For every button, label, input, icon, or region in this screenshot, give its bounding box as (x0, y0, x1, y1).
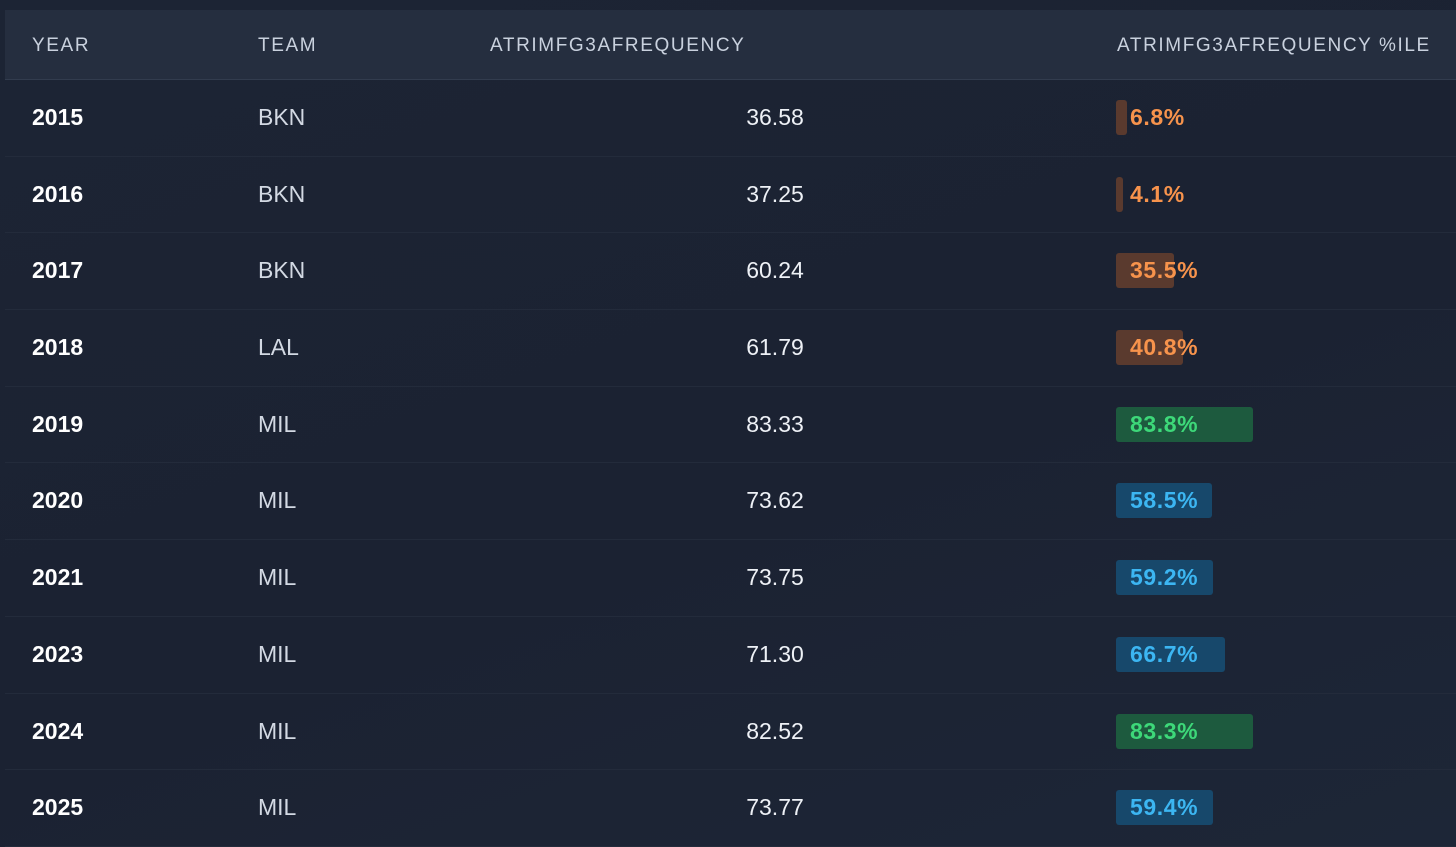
table-row[interactable]: 2025 MIL 73.77 59.4% (5, 770, 1456, 847)
percentile-label: 83.3% (1130, 717, 1199, 744)
table-body: 2015 BKN 36.58 6.8% 2016 BKN 37.25 4.1% 2017 BKN 6… (5, 80, 1456, 847)
year-cell: 2020 (32, 487, 84, 514)
percentile-cell: 4.1% (1116, 157, 1446, 232)
team-cell: MIL (258, 410, 297, 437)
percentile-cell: 83.8% (1116, 387, 1446, 462)
percentile-label: 6.8% (1130, 104, 1185, 130)
team-cell: BKN (258, 180, 306, 207)
percentile-label: 66.7% (1130, 640, 1199, 667)
percentile-bar (1116, 176, 1123, 212)
percentile-bar (1116, 636, 1225, 672)
team-cell: MIL (258, 487, 297, 514)
team-cell: MIL (258, 794, 297, 821)
table-row[interactable]: 2016 BKN 37.25 4.1% (5, 157, 1456, 234)
table-row[interactable]: 2015 BKN 36.58 6.8% (5, 80, 1456, 157)
year-cell: 2024 (32, 717, 84, 744)
percentile-bar (1116, 483, 1212, 519)
percentile-bar (1116, 330, 1183, 366)
year-cell: 2016 (32, 180, 84, 207)
percentile-bar (1116, 406, 1253, 442)
percentile-label: 83.8% (1130, 410, 1199, 437)
year-cell: 2019 (32, 410, 84, 437)
header-year[interactable]: YEAR (32, 35, 91, 56)
metric-value-cell: 71.30 (746, 640, 804, 667)
stats-table: YEAR TEAM ATRIMFG3AFREQUENCY ATRIMFG3AFR… (5, 10, 1456, 847)
header-percentile[interactable]: ATRIMFG3AFREQUENCY %ILE (1117, 35, 1431, 56)
percentile-bar (1116, 100, 1127, 135)
team-cell: LAL (258, 334, 299, 361)
metric-value-cell: 60.24 (746, 257, 804, 284)
table-row[interactable]: 2020 MIL 73.62 58.5% (5, 463, 1456, 541)
metric-value-cell: 61.79 (746, 334, 804, 361)
table-row[interactable]: 2019 MIL 83.33 83.8% (5, 387, 1456, 464)
metric-value-cell: 36.58 (746, 104, 804, 130)
percentile-bar (1116, 253, 1174, 289)
table-row[interactable]: 2023 MIL 71.30 66.7% (5, 617, 1456, 694)
metric-value-cell: 73.75 (746, 564, 804, 591)
year-cell: 2021 (32, 564, 84, 591)
table-header: YEAR TEAM ATRIMFG3AFREQUENCY ATRIMFG3AFR… (5, 10, 1456, 80)
metric-value-cell: 73.77 (746, 794, 804, 821)
percentile-cell: 58.5% (1116, 463, 1446, 538)
table-row[interactable]: 2024 MIL 82.52 83.3% (5, 694, 1456, 771)
percentile-bar (1116, 713, 1253, 749)
team-cell: MIL (258, 717, 297, 744)
table-row[interactable]: 2018 LAL 61.79 40.8% (5, 310, 1456, 387)
header-team[interactable]: TEAM (258, 35, 318, 56)
year-cell: 2018 (32, 334, 84, 361)
percentile-cell: 83.3% (1116, 694, 1446, 769)
metric-value-cell: 83.33 (746, 410, 804, 437)
percentile-bar (1116, 790, 1213, 826)
year-cell: 2023 (32, 640, 84, 667)
percentile-label: 35.5% (1130, 257, 1199, 284)
percentile-cell: 66.7% (1116, 617, 1446, 692)
metric-value-cell: 82.52 (746, 717, 804, 744)
percentile-label: 58.5% (1130, 487, 1199, 514)
metric-value-cell: 37.25 (746, 180, 804, 207)
team-cell: MIL (258, 564, 297, 591)
percentile-label: 40.8% (1130, 334, 1199, 361)
percentile-label: 4.1% (1130, 180, 1185, 207)
team-cell: MIL (258, 640, 297, 667)
metric-value-cell: 73.62 (746, 487, 804, 514)
table-row[interactable]: 2017 BKN 60.24 35.5% (5, 233, 1456, 311)
percentile-label: 59.4% (1130, 794, 1199, 821)
percentile-bar (1116, 560, 1213, 596)
year-cell: 2015 (32, 104, 84, 130)
table-row[interactable]: 2021 MIL 73.75 59.2% (5, 540, 1456, 617)
team-cell: BKN (258, 104, 306, 130)
percentile-label: 59.2% (1130, 564, 1199, 591)
percentile-cell: 6.8% (1116, 80, 1446, 155)
percentile-cell: 59.4% (1116, 770, 1446, 845)
year-cell: 2017 (32, 257, 84, 284)
percentile-cell: 40.8% (1116, 310, 1446, 385)
year-cell: 2025 (32, 794, 84, 821)
team-cell: BKN (258, 257, 306, 284)
percentile-cell: 59.2% (1116, 540, 1446, 615)
percentile-cell: 35.5% (1116, 233, 1446, 308)
header-metric[interactable]: ATRIMFG3AFREQUENCY (490, 35, 746, 56)
